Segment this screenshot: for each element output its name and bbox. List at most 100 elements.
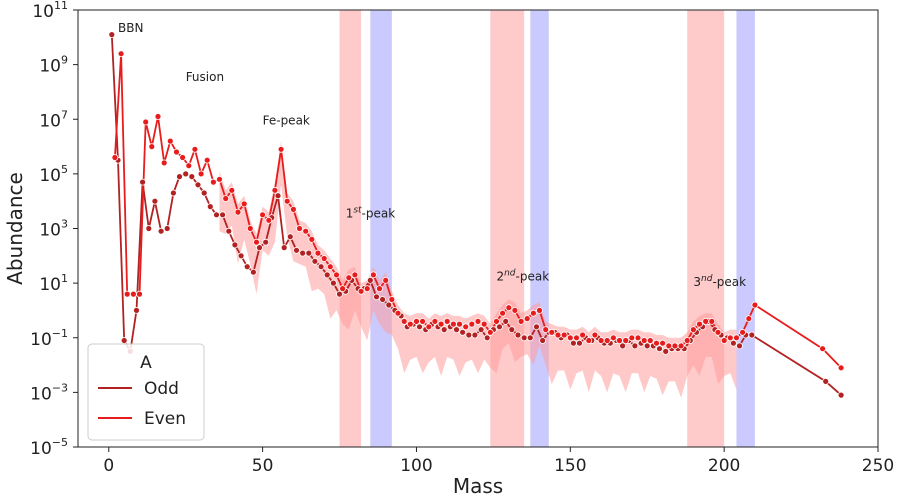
- data-point-even-77: [585, 337, 593, 344]
- data-point-odd-90: [662, 347, 670, 355]
- data-point-odd-75: [570, 339, 577, 347]
- annotation-3: 1st-peak: [346, 206, 396, 221]
- annotation-4: 2nd-peak: [496, 268, 549, 283]
- data-point-even-90: [665, 342, 673, 350]
- data-point-even-96: [702, 317, 710, 325]
- data-point-even-32: [308, 235, 316, 243]
- data-point-odd-101: [730, 339, 737, 347]
- y-axis-ticks: 10−5 10−3 10−1 101 103 105 107 109 1011: [30, 0, 78, 459]
- data-point-odd-11: [176, 173, 183, 181]
- data-point-odd-45: [385, 301, 393, 309]
- data-point-even-1: [117, 50, 125, 58]
- data-point-odd-21: [237, 252, 245, 260]
- data-point-odd-18: [219, 211, 227, 219]
- data-point-odd-4: [133, 306, 140, 314]
- data-point-even-28: [283, 197, 291, 205]
- data-point-even-57: [462, 323, 470, 331]
- data-point-even-85: [634, 334, 642, 342]
- data-point-even-24: [259, 211, 267, 219]
- data-point-even-40: [357, 287, 365, 295]
- data-point-even-42: [369, 271, 377, 279]
- data-point-even-101: [733, 334, 740, 342]
- data-point-even-11: [179, 154, 187, 161]
- data-point-even-14: [197, 170, 205, 178]
- data-point-odd-76: [576, 339, 583, 347]
- data-point-odd-37: [336, 290, 343, 298]
- data-point-even-27: [277, 145, 285, 153]
- data-point-even-25: [265, 216, 273, 224]
- data-point-odd-0: [108, 31, 116, 38]
- spread-area: [219, 141, 737, 398]
- data-point-even-97: [708, 317, 716, 325]
- data-point-even-104: [751, 301, 759, 309]
- data-point-even-18: [222, 195, 230, 202]
- data-point-even-7: [154, 113, 162, 120]
- data-point-even-65: [511, 306, 519, 314]
- y-tick-label-5: 105: [39, 163, 68, 186]
- data-point-odd-16: [206, 203, 214, 211]
- data-point-odd-106: [837, 391, 845, 399]
- data-point-odd-65: [508, 326, 516, 334]
- data-point-odd-87: [643, 342, 651, 350]
- data-point-odd-14: [194, 181, 202, 189]
- data-point-even-17: [216, 175, 223, 183]
- data-point-even-89: [659, 339, 666, 347]
- legend-label-even: Even: [144, 409, 186, 429]
- data-point-even-52: [431, 317, 439, 325]
- legend-label-odd: Odd: [144, 379, 179, 399]
- data-point-odd-28: [280, 244, 288, 252]
- data-point-odd-13: [188, 173, 196, 181]
- data-point-odd-19: [225, 227, 233, 235]
- data-point-even-106: [837, 364, 845, 372]
- data-point-odd-25: [262, 238, 270, 246]
- data-point-odd-31: [299, 249, 307, 257]
- annotation-5: 3nd-peak: [693, 274, 746, 289]
- data-point-even-22: [246, 225, 254, 232]
- data-point-odd-6: [145, 225, 153, 232]
- y-tick-label-3: 101: [39, 272, 68, 295]
- data-point-even-60: [480, 320, 488, 328]
- data-point-even-73: [560, 331, 568, 339]
- data-point-odd-27: [274, 192, 282, 200]
- x-tick-label-3: 150: [554, 456, 586, 476]
- data-point-odd-8: [157, 227, 165, 235]
- data-point-even-29: [289, 205, 297, 213]
- data-point-odd-23: [249, 268, 257, 276]
- series-points: [108, 31, 845, 399]
- data-point-odd-9: [163, 225, 171, 232]
- data-point-even-31: [302, 227, 310, 235]
- data-point-even-20: [234, 208, 242, 216]
- x-tick-label-5: 250: [862, 456, 894, 476]
- data-point-even-0: [111, 154, 119, 161]
- data-point-even-59: [474, 317, 482, 325]
- data-point-even-53: [437, 320, 445, 328]
- data-point-odd-20: [231, 241, 239, 249]
- data-point-even-105: [819, 345, 826, 353]
- data-point-even-10: [173, 148, 180, 156]
- y-tick-label-0: 10−5: [30, 436, 68, 459]
- data-point-odd-5: [139, 178, 147, 186]
- peak-bands: [339, 10, 755, 447]
- x-tick-label-1: 50: [252, 456, 274, 476]
- data-point-odd-10: [169, 189, 177, 197]
- x-tick-label-0: 0: [103, 456, 114, 476]
- annotation-2: Fe-peak: [263, 114, 310, 128]
- data-point-even-64: [505, 304, 513, 312]
- data-point-even-82: [616, 337, 623, 344]
- data-point-even-37: [339, 285, 347, 293]
- data-point-even-21: [240, 200, 248, 208]
- data-point-even-47: [400, 317, 408, 325]
- data-point-even-46: [394, 309, 402, 317]
- data-point-even-67: [523, 315, 531, 323]
- data-point-even-34: [320, 255, 328, 262]
- band-red-0: [339, 10, 362, 447]
- data-point-even-78: [591, 331, 599, 339]
- data-point-even-6: [148, 143, 156, 151]
- data-point-even-54: [443, 317, 451, 325]
- legend-box: [87, 343, 205, 441]
- data-point-odd-102: [736, 342, 743, 350]
- data-point-odd-104: [748, 331, 756, 339]
- annotations: BBN Fusion Fe-peak 1st-peak 2nd-peak 3nd-peak: [118, 21, 746, 289]
- data-point-odd-44: [379, 296, 387, 303]
